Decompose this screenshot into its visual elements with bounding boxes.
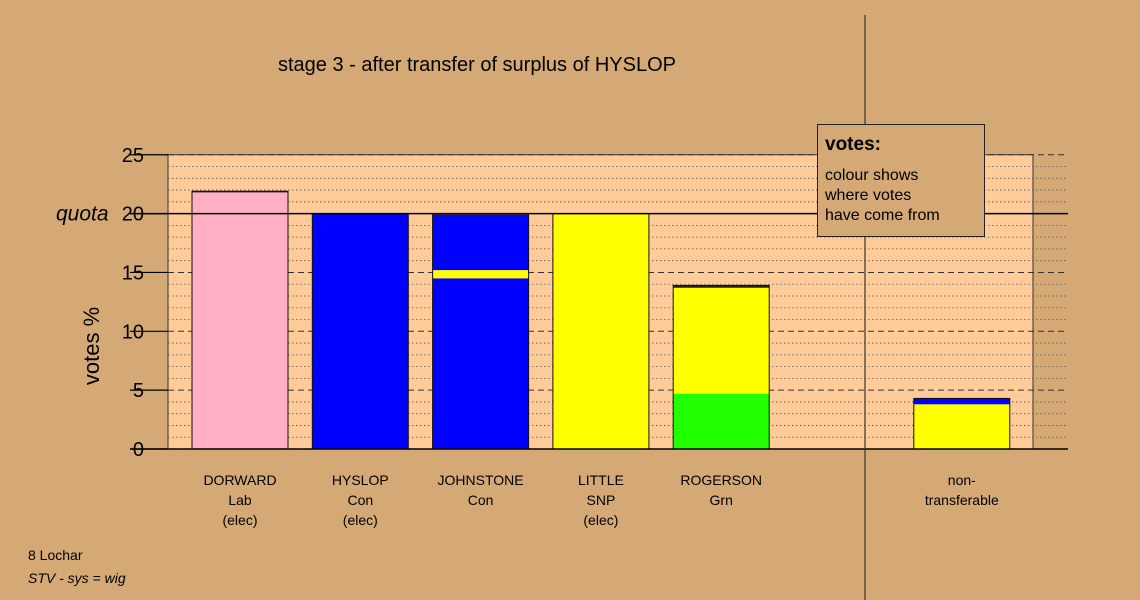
legend-box: votes: colour shows where votes have com… bbox=[817, 124, 985, 237]
bar-segment bbox=[432, 278, 529, 449]
category-label: HYSLOP bbox=[332, 472, 389, 488]
category-label: ROGERSON bbox=[680, 472, 762, 488]
category-label: (elec) bbox=[343, 512, 378, 528]
quota-label: quota bbox=[56, 203, 109, 226]
bar-segment bbox=[673, 287, 770, 394]
category-label: non- bbox=[948, 472, 976, 488]
category-label: transferable bbox=[925, 492, 999, 508]
bar-segment bbox=[913, 398, 1010, 405]
chart-title: stage 3 - after transfer of surplus of H… bbox=[278, 54, 676, 76]
y-tick-label: 25 bbox=[122, 145, 144, 167]
legend-title: votes: bbox=[825, 134, 881, 155]
footer-constituency: 8 Lochar bbox=[28, 547, 83, 563]
bar-segment bbox=[192, 192, 288, 449]
bar-segment bbox=[432, 270, 529, 279]
category-label: Con bbox=[468, 492, 494, 508]
legend-body: colour shows where votes have come from bbox=[825, 167, 940, 224]
category-label: Lab bbox=[228, 492, 252, 508]
bar-segment bbox=[312, 213, 409, 449]
category-label: Con bbox=[347, 492, 373, 508]
bar-segment bbox=[673, 285, 770, 288]
category-label: JOHNSTONE bbox=[438, 472, 524, 488]
y-tick-label: 5 bbox=[133, 380, 144, 402]
bar-segment bbox=[673, 393, 770, 449]
category-label: (elec) bbox=[583, 512, 618, 528]
bar-segment bbox=[432, 214, 529, 271]
category-label: DORWARD bbox=[203, 472, 276, 488]
bar-segment bbox=[913, 404, 1010, 449]
y-tick-label: 15 bbox=[122, 262, 144, 284]
y-tick-label: 0 bbox=[133, 439, 144, 461]
y-tick-label: 20 bbox=[122, 204, 144, 226]
bar-segment bbox=[552, 213, 649, 449]
category-label: LITTLE bbox=[578, 472, 624, 488]
category-label: Grn bbox=[710, 492, 733, 508]
y-axis-label: votes % bbox=[79, 307, 104, 385]
category-label: (elec) bbox=[222, 512, 257, 528]
y-tick-label: 10 bbox=[122, 321, 144, 343]
bar-segment bbox=[192, 191, 288, 193]
footer-system: STV - sys = wig bbox=[28, 570, 126, 586]
category-label: SNP bbox=[587, 492, 616, 508]
